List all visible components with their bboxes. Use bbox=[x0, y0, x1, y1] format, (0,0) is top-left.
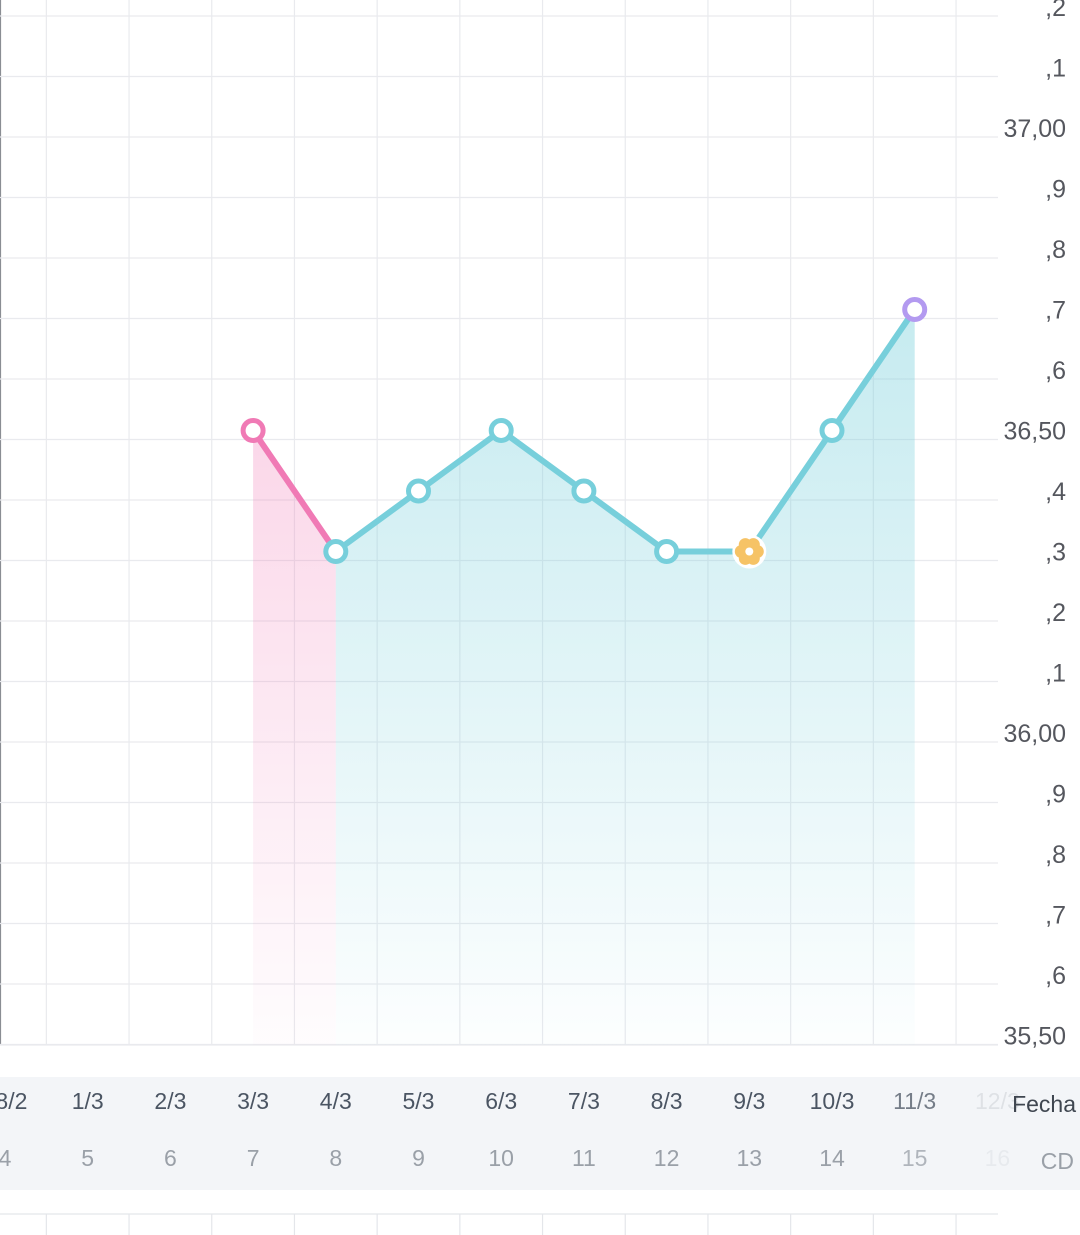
x-axis-name-cd: CD bbox=[1041, 1148, 1074, 1174]
x-tick-cd: 12 bbox=[654, 1145, 680, 1171]
y-tick-label: ,8 bbox=[1045, 236, 1066, 264]
y-tick-label: ,2 bbox=[1045, 599, 1066, 627]
x-tick-date: 7/3 bbox=[568, 1088, 600, 1114]
y-tick-label: ,7 bbox=[1045, 297, 1066, 325]
x-tick-date: 9/3 bbox=[733, 1088, 765, 1114]
y-tick-label: ,9 bbox=[1045, 781, 1066, 809]
area-fill-period bbox=[253, 430, 336, 1045]
x-axis-name-fecha: Fecha bbox=[1012, 1091, 1076, 1117]
x-tick-cd: 7 bbox=[247, 1145, 260, 1171]
flower-marker[interactable] bbox=[732, 534, 767, 569]
x-tick-cd: 14 bbox=[819, 1145, 845, 1171]
y-tick-label: ,8 bbox=[1045, 841, 1066, 869]
x-tick-date: 12/3 bbox=[975, 1088, 1020, 1114]
data-point[interactable] bbox=[654, 539, 680, 564]
series-line-cycle bbox=[332, 306, 918, 555]
data-point[interactable] bbox=[819, 418, 845, 443]
x-tick-cd: 10 bbox=[488, 1145, 514, 1171]
x-tick-date: 2/3 bbox=[154, 1088, 186, 1114]
y-tick-label: ,1 bbox=[1045, 55, 1066, 83]
flower-center bbox=[745, 547, 754, 556]
y-tick-label: 37,00 bbox=[1003, 115, 1066, 143]
x-tick-date: 28/2 bbox=[0, 1088, 27, 1114]
y-tick-label: ,9 bbox=[1045, 176, 1066, 204]
data-point[interactable] bbox=[488, 418, 514, 443]
data-point[interactable] bbox=[571, 478, 597, 504]
x-tick-cd: 15 bbox=[902, 1145, 928, 1171]
x-tick-date: 4/3 bbox=[320, 1088, 352, 1114]
y-tick-label: ,4 bbox=[1045, 478, 1066, 506]
data-point[interactable] bbox=[323, 539, 349, 564]
data-point[interactable] bbox=[406, 478, 431, 504]
y-tick-label: ,7 bbox=[1045, 902, 1066, 930]
x-tick-cd: 4 bbox=[0, 1145, 12, 1171]
x-tick-date: 3/3 bbox=[237, 1088, 269, 1114]
y-tick-label: 36,00 bbox=[1003, 720, 1066, 748]
x-tick-cd: 5 bbox=[81, 1145, 94, 1171]
x-axis-band bbox=[0, 1077, 1080, 1190]
y-tick-label: 35,50 bbox=[1003, 1023, 1066, 1051]
x-tick-cd: 13 bbox=[737, 1145, 763, 1171]
x-tick-date: 10/3 bbox=[810, 1088, 855, 1114]
x-tick-date: 6/3 bbox=[485, 1088, 517, 1114]
y-tick-label: ,6 bbox=[1045, 357, 1066, 385]
x-tick-cd: 16 bbox=[985, 1145, 1011, 1171]
y-tick-label: ,1 bbox=[1045, 660, 1066, 688]
x-tick-date: 11/3 bbox=[893, 1088, 936, 1114]
x-tick-date: 8/3 bbox=[651, 1088, 683, 1114]
y-tick-label: ,3 bbox=[1045, 539, 1066, 567]
x-tick-date: 5/3 bbox=[403, 1088, 435, 1114]
x-tick-cd: 6 bbox=[164, 1145, 177, 1171]
data-point[interactable] bbox=[240, 418, 266, 443]
x-tick-cd: 9 bbox=[412, 1145, 425, 1171]
y-tick-label: ,2 bbox=[1045, 0, 1066, 22]
y-tick-label: ,6 bbox=[1045, 962, 1066, 990]
x-tick-cd: 8 bbox=[329, 1145, 342, 1171]
x-tick-date: 1/3 bbox=[72, 1088, 104, 1114]
area-fill-cycle bbox=[335, 309, 915, 1045]
series-line-period bbox=[250, 427, 339, 555]
y-tick-label: 36,50 bbox=[1003, 418, 1066, 446]
data-point[interactable] bbox=[902, 297, 928, 322]
x-tick-cd: 11 bbox=[572, 1145, 596, 1171]
